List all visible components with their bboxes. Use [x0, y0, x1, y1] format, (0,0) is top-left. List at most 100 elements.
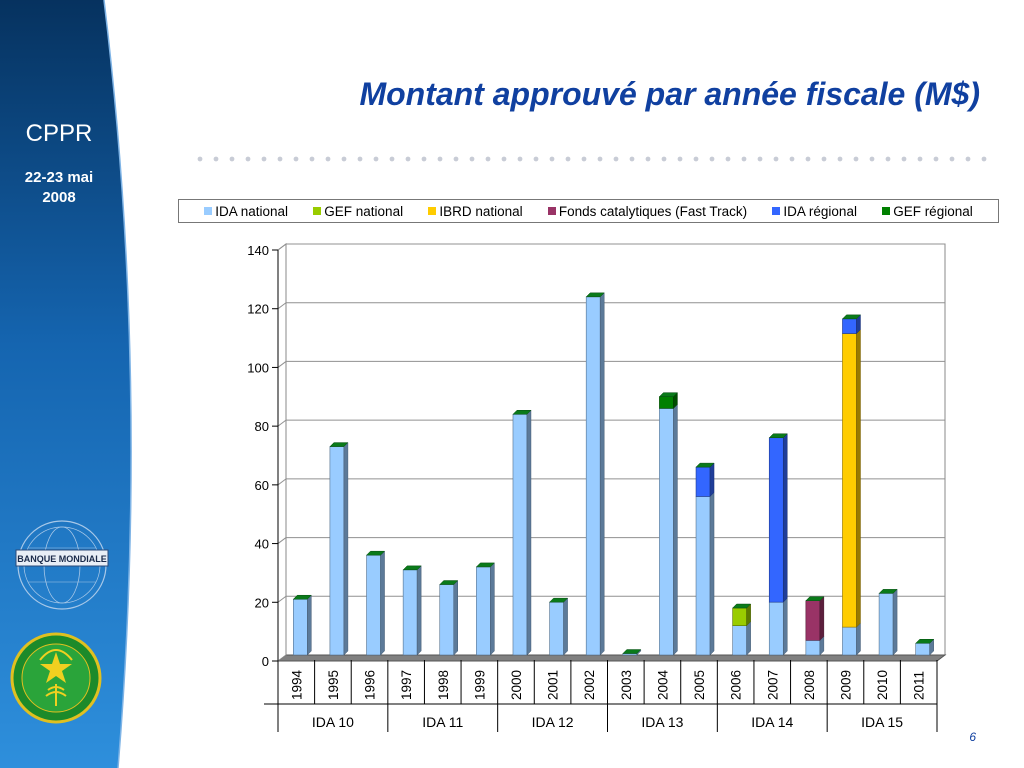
- y-tick-label: 80: [255, 419, 269, 434]
- gridline-side: [277, 478, 287, 486]
- bar-segment: [805, 635, 825, 656]
- y-tick-label: 20: [255, 595, 269, 610]
- bar-segment: [585, 292, 605, 656]
- group-label: IDA 14: [751, 714, 793, 730]
- date-line-1: 22-23 mai: [24, 169, 94, 186]
- group-label: IDA 15: [861, 714, 903, 730]
- legend-swatch: [547, 207, 556, 215]
- legend-item: IDA régional: [772, 204, 857, 219]
- y-tick-label: 40: [255, 537, 269, 552]
- separator-dot: [293, 156, 299, 162]
- bar-top-cap: [622, 649, 642, 654]
- sidebar-dates: 22-23 mai 2008: [0, 168, 118, 208]
- x-tick-label: 1997: [399, 670, 414, 700]
- separator-dot: [213, 156, 219, 162]
- bar-segment: [366, 550, 385, 656]
- x-tick-label: 2000: [509, 670, 524, 700]
- bar-top-cap: [768, 433, 788, 439]
- bar-top-cap: [585, 292, 605, 298]
- bar-top-cap: [695, 462, 715, 468]
- bank-logo-label: BANQUE MONDIALE: [17, 554, 107, 564]
- separator-dot: [805, 156, 811, 162]
- separator-dot: [837, 156, 843, 162]
- separator-dot: [453, 156, 459, 162]
- chart-legend: IDA national GEF national IBRD national Fon…: [178, 199, 999, 223]
- x-tick-label: 2006: [729, 670, 744, 700]
- legend-item: GEF national: [313, 204, 403, 219]
- separator-dot: [645, 156, 651, 162]
- separator-dot: [901, 156, 907, 162]
- x-tick-label: 1994: [289, 669, 304, 700]
- gridline-side: [277, 595, 287, 603]
- x-tick-label: 2002: [582, 670, 597, 700]
- x-tick-label: 2007: [765, 670, 780, 700]
- dotted-separator: [197, 156, 987, 162]
- separator-dot: [197, 156, 203, 162]
- y-tick-label: 0: [262, 654, 269, 669]
- slide-title: Montant approuvé par année fiscale (M$): [359, 76, 980, 112]
- y-tick-label: 60: [255, 478, 269, 493]
- separator-dot: [677, 156, 683, 162]
- separator-dot: [501, 156, 507, 162]
- bar-top-cap: [658, 392, 679, 397]
- separator-dot: [373, 156, 379, 162]
- gridline-side: [277, 243, 287, 251]
- separator-dot: [821, 156, 827, 162]
- legend-item: Fonds catalytiques (Fast Track): [547, 203, 748, 219]
- separator-dot: [533, 156, 539, 162]
- bar-top-cap: [878, 589, 898, 594]
- separator-dot: [693, 156, 699, 162]
- bar-top-cap: [805, 596, 825, 601]
- legend-swatch: [428, 207, 437, 215]
- x-tick-label: 2004: [655, 669, 670, 700]
- separator-dot: [885, 156, 891, 162]
- separator-dot: [485, 156, 491, 162]
- separator-dot: [309, 156, 315, 162]
- separator-dot: [437, 156, 443, 162]
- bar-segment: [805, 596, 825, 641]
- bar-top-cap: [365, 550, 386, 556]
- x-tick-label: 1995: [326, 670, 341, 700]
- mauritania-seal-icon: [10, 632, 102, 724]
- legend-item: IDA national: [204, 204, 288, 219]
- group-label: IDA 10: [312, 714, 354, 730]
- legend-label: Fonds catalytiques (Fast Track): [558, 203, 748, 219]
- separator-dot: [277, 156, 283, 162]
- separator-dot: [261, 156, 267, 162]
- bar-segment: [732, 621, 751, 656]
- bar-segment: [768, 433, 788, 603]
- separator-dot: [757, 156, 763, 162]
- sidebar-background: BANQUE MONDIALE: [0, 0, 132, 768]
- separator-dot: [917, 156, 923, 162]
- y-tick-label: 120: [247, 302, 269, 317]
- legend-swatch: [772, 207, 781, 215]
- bar-top-cap: [732, 603, 752, 609]
- x-tick-label: 1999: [472, 670, 487, 700]
- x-tick-label: 2001: [546, 670, 561, 700]
- x-tick-label: 2009: [838, 670, 853, 700]
- x-tick-label: 2010: [875, 670, 890, 700]
- bar-top-cap: [841, 314, 862, 320]
- bar-segment: [659, 403, 678, 656]
- x-tick-label: 1996: [363, 670, 378, 700]
- separator-dot: [853, 156, 859, 162]
- plot-side-wall: [277, 243, 287, 662]
- bar-segment: [842, 328, 861, 628]
- x-tick-label: 1998: [436, 670, 451, 700]
- legend-item: GEF régional: [882, 204, 973, 219]
- separator-dot: [661, 156, 667, 162]
- bar-top-cap: [512, 410, 532, 415]
- date-line-2: 2008: [42, 189, 76, 206]
- legend-swatch: [313, 207, 322, 215]
- separator-dot: [629, 156, 635, 162]
- gridline-side: [277, 361, 287, 368]
- bar-segment: [329, 441, 349, 656]
- separator-dot: [741, 156, 747, 162]
- separator-dot: [773, 156, 779, 162]
- world-bank-logo: BANQUE MONDIALE: [15, 520, 109, 610]
- bar-segment: [549, 597, 568, 656]
- separator-dot: [389, 156, 395, 162]
- separator-dot: [341, 156, 347, 162]
- legend-label: IBRD national: [439, 203, 523, 219]
